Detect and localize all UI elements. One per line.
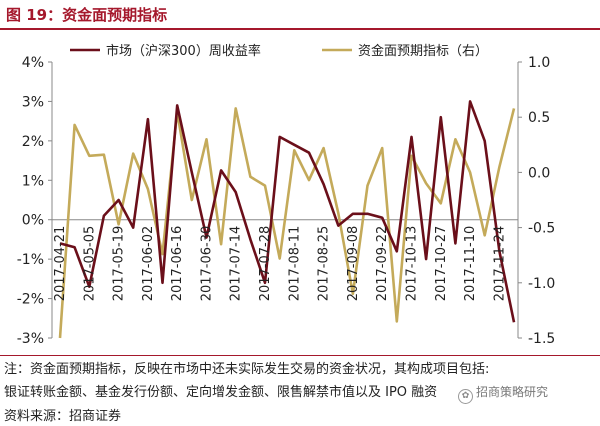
x-tick-label: 2017-07-28: [258, 226, 273, 302]
series-line-liquidity: [58, 107, 516, 339]
left-tick-label: -3%: [17, 331, 44, 347]
x-tick-label: 2017-09-22: [375, 226, 390, 302]
x-tick-label: 2017-04-21: [53, 226, 68, 302]
left-tick-label: -2%: [17, 292, 44, 308]
x-tick-label: 2017-06-02: [141, 226, 156, 302]
left-tick-label: 4%: [22, 55, 44, 71]
right-tick-label: -0.5: [528, 221, 555, 237]
right-tick-label: -1.5: [528, 331, 555, 347]
note-line-2: 银证转账金额、基金发行份额、定向增发金额、限售解禁市值以及 IPO 融资: [4, 385, 438, 400]
wechat-icon: ✿: [458, 389, 473, 404]
left-tick-label: 2%: [22, 134, 44, 150]
source-line: 资料来源：招商证券: [4, 409, 122, 424]
left-tick-label: 3%: [22, 94, 44, 110]
x-tick-label: 2017-08-11: [287, 226, 302, 302]
x-tick-label: 2017-05-19: [112, 226, 127, 302]
note-divider: [0, 355, 600, 356]
x-tick-label: 2017-06-16: [170, 226, 185, 302]
x-tick-label: 2017-10-27: [434, 226, 449, 302]
x-tick-label: 2017-09-08: [346, 226, 361, 302]
x-tick-label: 2017-10-13: [404, 226, 419, 302]
x-tick-label: 2017-05-05: [82, 226, 97, 302]
left-tick-label: -1%: [17, 252, 44, 268]
x-tick-label: 2017-06-30: [199, 226, 214, 302]
right-tick-label: -1.0: [528, 276, 555, 292]
x-tick-label: 2017-08-25: [317, 226, 332, 302]
x-tick-label: 2017-11-10: [463, 226, 478, 302]
series-line-market: [59, 100, 516, 323]
x-tick-label: 2017-07-14: [229, 226, 244, 302]
watermark: ✿ 招商策略研究: [458, 383, 548, 404]
right-tick-label: 0.5: [528, 110, 550, 126]
line-chart: -3% -2% -1% 0% 1% 2% 3% 4% -1.5 -1.0 -0.5 0.0 0.5 1.0…: [17, 43, 556, 347]
x-tick-label: 2017-11-24: [492, 226, 507, 302]
figure-title: 图 19：资金面预期指标: [6, 6, 168, 24]
right-tick-label: 0.0: [528, 165, 550, 181]
left-tick-label: 0%: [22, 213, 44, 229]
note-line-1: 注：资金面预期指标，反映在市场中还未实际发生交易的资金状况，其构成项目包括:: [4, 362, 490, 377]
legend-label-liquidity: 资金面预期指标（右）: [358, 43, 488, 59]
right-tick-label: 1.0: [528, 55, 550, 71]
legend-label-market: 市场（沪深300）周收益率: [106, 43, 261, 59]
watermark-text: 招商策略研究: [476, 385, 549, 399]
figure-title-bar: 图 19：资金面预期指标: [0, 0, 600, 30]
left-tick-label: 1%: [22, 173, 44, 189]
